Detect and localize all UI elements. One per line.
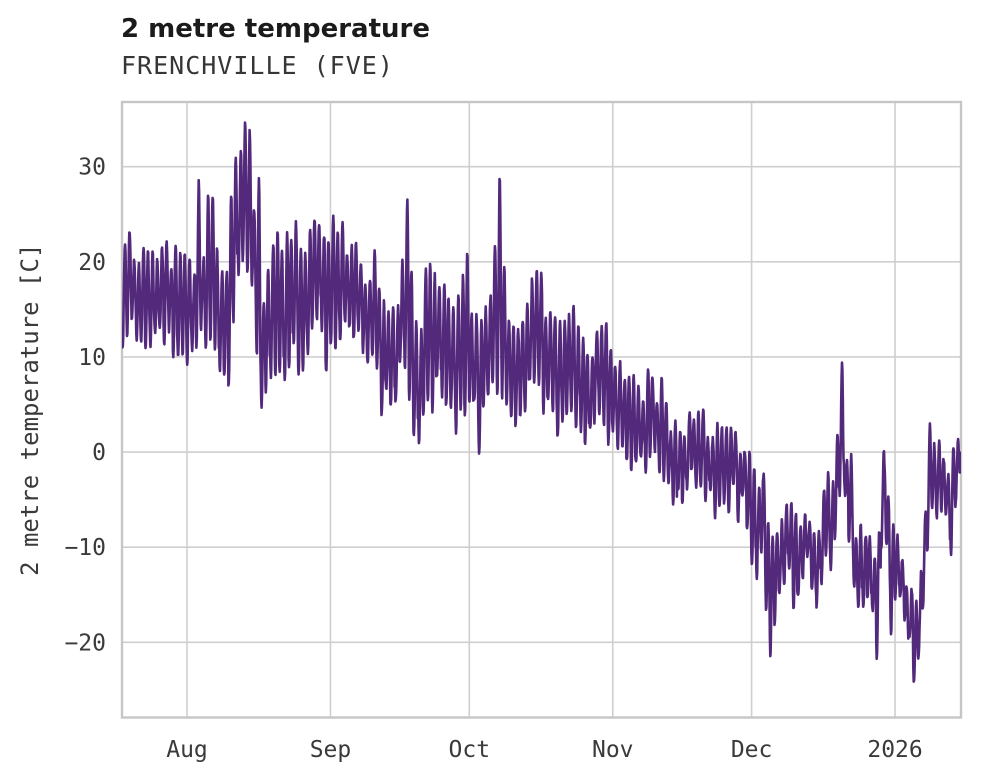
y-tick-label: 10 <box>78 345 106 371</box>
x-tick-label: Oct <box>449 737 491 763</box>
y-tick-label: 0 <box>92 440 106 466</box>
grid <box>122 102 961 718</box>
tick-labels: 30 20 10 0 −10 −20 Aug Sep Oct Nov Dec 2026 <box>64 155 922 763</box>
x-tick-label: Aug <box>166 737 208 763</box>
y-tick-label: 20 <box>78 250 106 276</box>
y-axis-label: 2 metre temperature [C] <box>16 244 44 576</box>
y-tick-label: −10 <box>64 535 106 561</box>
y-tick-label: −20 <box>64 630 106 656</box>
x-tick-label: Dec <box>731 737 773 763</box>
chart-subtitle: FRENCHVILLE (FVE) <box>121 51 394 80</box>
chart-title: 2 metre temperature <box>121 14 430 44</box>
plot-border <box>120 100 963 719</box>
x-tick-label: Sep <box>310 737 352 763</box>
y-tick-label: 30 <box>78 155 106 181</box>
x-tick-label: Nov <box>592 737 634 763</box>
x-tick-label: 2026 <box>867 737 922 763</box>
temperature-line <box>122 121 961 683</box>
